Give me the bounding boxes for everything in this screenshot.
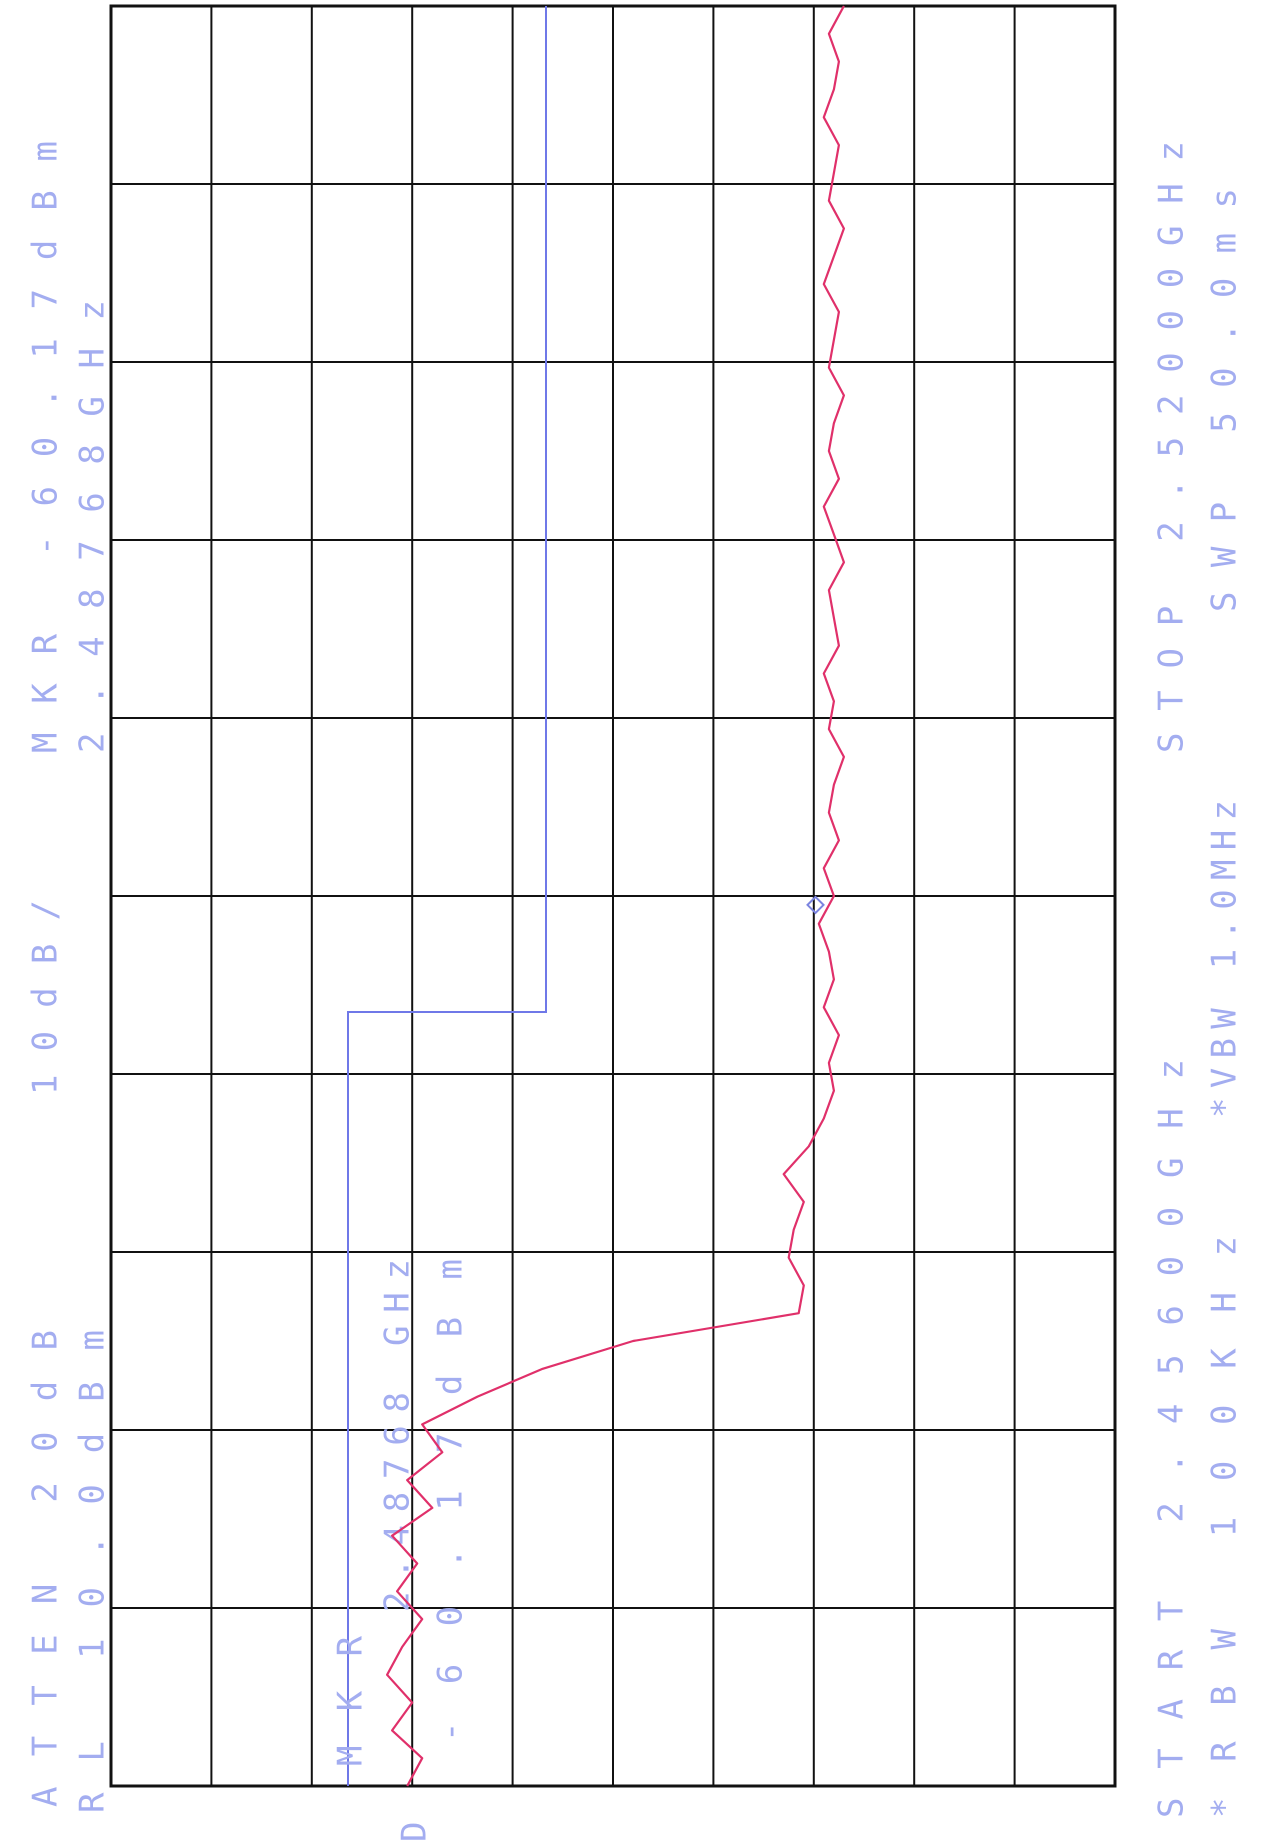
annotation: D: [395, 1822, 435, 1842]
annotation: SWP 50.0ms: [1205, 188, 1245, 612]
annotation: -60.17dBm: [431, 1259, 471, 1742]
annotation: ATTEN 20dB: [26, 1330, 66, 1807]
grid: [111, 6, 1115, 1786]
annotation: 2.48768 GHz: [378, 1259, 418, 1612]
annotation: *VBW 1.0MHz: [1205, 800, 1245, 1118]
annotation: 10dB/: [26, 900, 66, 1095]
annotation: STOP 2.52000GHz: [1152, 141, 1192, 753]
marker: [806, 895, 825, 915]
display-line: [347, 6, 547, 1786]
annotation: 2.48768GHz: [73, 300, 113, 753]
annotation: RL 10.0dBm: [73, 1330, 113, 1813]
trace: [386, 5, 846, 1787]
annotation: *RBW 100KHz: [1205, 1236, 1245, 1818]
annotation: START 2.45600GHz: [1152, 1059, 1192, 1818]
annotation: MKR: [331, 1635, 371, 1766]
annotation: MKR -60.17dBm: [26, 141, 66, 753]
